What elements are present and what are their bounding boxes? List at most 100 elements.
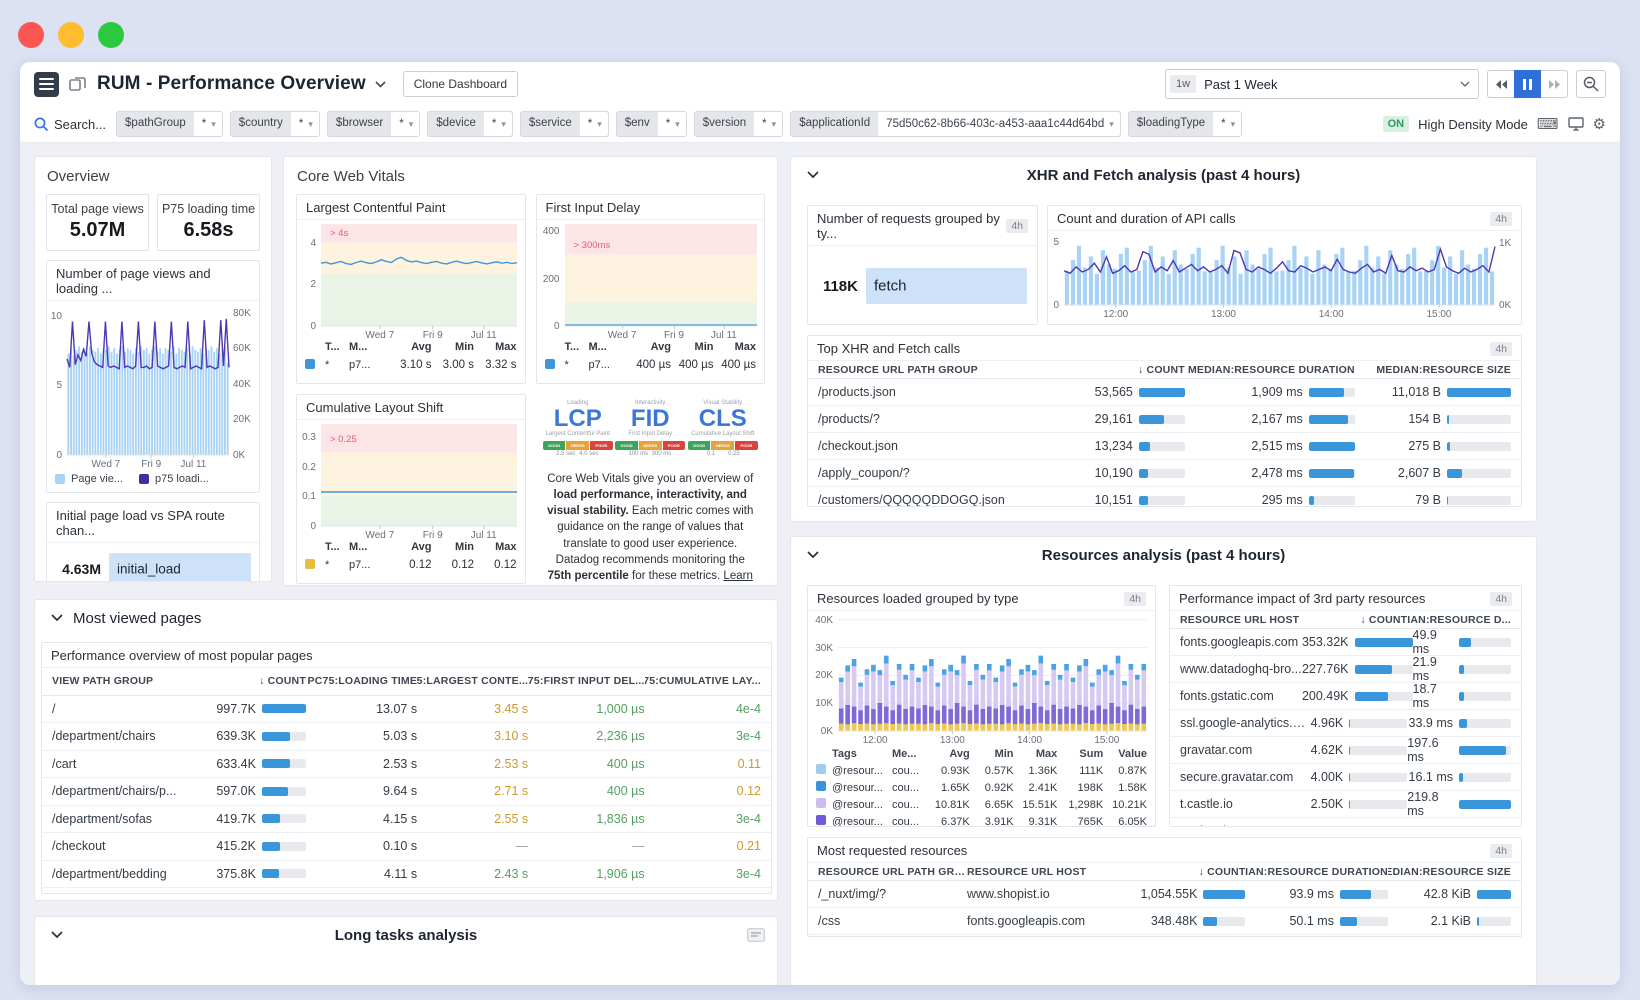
api-calls-chart[interactable]: 050K1K12:0013:0014:0015:00 <box>1048 231 1521 319</box>
column-header[interactable]: MEDIAN:RESOURCE SIZE <box>1388 866 1511 878</box>
template-variable-pill[interactable]: $loadingType*▾ <box>1128 111 1242 137</box>
table-row[interactable]: static.zdassets.com2.50K20.0 ms <box>1170 818 1521 827</box>
column-header[interactable]: ↓ COUNT <box>1049 364 1185 376</box>
column-header[interactable]: Max <box>1014 748 1058 760</box>
table-row[interactable]: /_nuxt/img/?www.shopist.io1,054.55K93.9 … <box>808 881 1521 908</box>
stat-p75-loading-time[interactable]: P75 loading time 6.58s <box>157 194 260 251</box>
series-swatch[interactable] <box>816 815 826 825</box>
column-header[interactable]: PC75:CUMULATIVE LAY... <box>645 675 761 687</box>
table-row[interactable]: fonts.googleapis.com353.32K49.9 ms <box>1170 629 1521 656</box>
column-header[interactable]: Avg <box>926 748 970 760</box>
pause-button[interactable] <box>1514 70 1541 98</box>
legend-label[interactable]: p75 loadi... <box>155 473 209 485</box>
traffic-light-zoom[interactable] <box>98 22 124 48</box>
traffic-light-close[interactable] <box>18 22 44 48</box>
column-header[interactable]: VIEW PATH GROUP <box>52 675 195 687</box>
table-row[interactable]: /products.json53,5651,909 ms11,018 B <box>808 379 1521 406</box>
collapse-chevron-icon[interactable] <box>807 551 819 559</box>
column-header[interactable]: PC75:LOADING TIME <box>306 675 417 687</box>
table-row[interactable]: fonts.gstatic.com200.49K18.7 ms <box>1170 683 1521 710</box>
table-row[interactable]: /department/chairs639.3K5.03 s3.10 s2,23… <box>42 723 771 751</box>
table-row[interactable]: @resour...cou...0.93K0.57K1.36K111K0.87K <box>808 762 1155 779</box>
collapse-chevron-icon[interactable] <box>807 171 819 179</box>
table-row[interactable]: /cssfonts.googleapis.com348.48K50.1 ms2.… <box>808 908 1521 935</box>
stats-row[interactable]: *p7...0.120.120.12 <box>305 556 517 574</box>
pageviews-chart[interactable]: 05100K20K40K60K80KWed 7Fri 9Jul 11 <box>47 301 259 471</box>
template-variable-pill[interactable]: $version*▾ <box>694 111 783 137</box>
zoom-out-button[interactable] <box>1576 70 1606 98</box>
table-row[interactable]: @resour...cou...1.65K0.92K2.41K198K1.58K <box>808 779 1155 796</box>
table-row[interactable]: /department/bedding375.8K4.11 s2.43 s1,9… <box>42 861 771 889</box>
clone-dashboard-button[interactable]: Clone Dashboard <box>403 71 518 97</box>
collapse-chevron-icon[interactable] <box>51 614 63 622</box>
time-range-picker[interactable]: 1w Past 1 Week <box>1165 69 1479 99</box>
title-caret-icon[interactable] <box>375 81 386 88</box>
initial-load-row[interactable]: 4.63M initial_load <box>55 553 251 582</box>
high-density-toggle[interactable]: ON <box>1383 116 1410 132</box>
table-row[interactable]: /customers/QQQQQDDOGQ.json10,151295 ms79… <box>808 487 1521 507</box>
dashboard-list-icon[interactable] <box>34 72 59 97</box>
column-header[interactable]: Value <box>1103 748 1147 760</box>
screen-icon[interactable] <box>1568 117 1584 131</box>
table-row[interactable]: /products/?29,1612,167 ms154 B <box>808 406 1521 433</box>
column-header[interactable]: PC75:LARGEST CONTE... <box>417 675 528 687</box>
fetch-row[interactable]: 118K fetch <box>818 268 1027 304</box>
table-row[interactable]: ssl.google-analytics.c...4.96K33.9 ms <box>1170 710 1521 737</box>
template-variable-pill[interactable]: $applicationId75d50c62-8b66-403c-a453-aa… <box>790 111 1121 137</box>
stat-total-page-views[interactable]: Total page views 5.07M <box>46 194 149 251</box>
template-variable-pill[interactable]: $country*▾ <box>230 111 320 137</box>
column-header[interactable]: ↓ COUNT <box>195 675 306 687</box>
lcp-chart[interactable]: 024Wed 7Fri 9Jul 11> 4s <box>297 220 525 340</box>
column-header[interactable]: Tags <box>832 748 892 760</box>
legend-swatch[interactable] <box>55 474 65 484</box>
column-header[interactable]: Me... <box>892 748 926 760</box>
column-header[interactable]: MEDIAN:RESOURCE D... <box>1407 614 1511 626</box>
series-swatch[interactable] <box>816 781 826 791</box>
stats-row[interactable]: *p7...3.10 s3.00 s3.32 s <box>305 356 517 374</box>
settings-gear-icon[interactable]: ⚙ <box>1593 117 1606 132</box>
stats-row[interactable]: *p7...400 µs400 µs400 µs <box>545 356 757 374</box>
keyboard-icon[interactable]: ⌨ <box>1537 117 1559 132</box>
table-row[interactable]: @resour...cou...6.37K3.91K9.31K765K6.05K <box>808 813 1155 827</box>
fid-chart[interactable]: 0200400Wed 7Fri 9Jul 11> 300ms <box>537 220 765 340</box>
template-variable-pill[interactable]: $device*▾ <box>427 111 513 137</box>
column-header[interactable]: PC75:FIRST INPUT DEL... <box>528 675 644 687</box>
table-row[interactable]: @resour...cou...10.81K6.65K15.51K1,298K1… <box>808 796 1155 813</box>
table-row[interactable]: gravatar.com4.62K197.6 ms <box>1170 737 1521 764</box>
legend-swatch[interactable] <box>139 474 149 484</box>
column-header[interactable]: MEDIAN:RESOURCE DURATION <box>1185 364 1355 376</box>
column-header[interactable]: RESOURCE URL PATH GROUP <box>818 866 967 878</box>
column-header[interactable]: ↓ COUNT <box>1308 614 1407 626</box>
table-row[interactable]: /cart633.4K2.53 s2.53 s400 µs0.11 <box>42 751 771 779</box>
column-header[interactable]: RESOURCE URL HOST <box>1180 614 1308 626</box>
collapse-chevron-icon[interactable] <box>51 931 63 939</box>
column-header[interactable]: Sum <box>1057 748 1103 760</box>
table-row[interactable]: /997.7K13.07 s3.45 s1,000 µs4e-4 <box>42 696 771 724</box>
column-header[interactable]: RESOURCE URL HOST <box>967 866 1122 878</box>
table-row[interactable]: /department/bedding352.3K9.76 s2.68 s400… <box>42 888 771 894</box>
traffic-light-minimize[interactable] <box>58 22 84 48</box>
table-row[interactable]: /department/sofas419.7K4.15 s2.55 s1,836… <box>42 806 771 834</box>
column-header[interactable]: Min <box>970 748 1014 760</box>
template-variable-pill[interactable]: $service*▾ <box>520 111 609 137</box>
table-row[interactable]: /apply_coupon/?10,1902,478 ms2,607 B <box>808 460 1521 487</box>
template-variable-pill[interactable]: $env*▾ <box>616 111 687 137</box>
time-backward-button[interactable] <box>1487 70 1514 98</box>
series-swatch[interactable] <box>816 798 826 808</box>
column-header[interactable]: ↓ COUNT <box>1122 866 1245 878</box>
column-header[interactable]: MEDIAN:RESOURCE DURATION <box>1245 866 1387 878</box>
legend-label[interactable]: Page vie... <box>71 473 123 485</box>
table-row[interactable]: /checkout415.2K0.10 s——0.21 <box>42 833 771 861</box>
column-header[interactable]: RESOURCE URL PATH GROUP <box>818 364 1049 376</box>
resources-loaded-chart[interactable]: 0K10K20K30K40K12:0013:0014:0015:00 <box>808 611 1155 745</box>
cls-chart[interactable]: 00.10.20.3Wed 7Fri 9Jul 11> 0.25 <box>297 420 525 540</box>
template-variable-pill[interactable]: $pathGroup*▾ <box>116 111 223 137</box>
table-row[interactable]: t.castle.io2.50K219.8 ms <box>1170 791 1521 818</box>
table-row[interactable]: www.datadoghq-bro...227.76K21.9 ms <box>1170 656 1521 683</box>
column-header[interactable]: MEDIAN:RESOURCE SIZE <box>1355 364 1511 376</box>
search-button[interactable]: Search... <box>34 117 106 132</box>
panel-options-icon[interactable] <box>747 928 765 942</box>
table-row[interactable]: secure.gravatar.com4.00K16.1 ms <box>1170 764 1521 791</box>
table-row[interactable]: /department/chairs/p...597.0K9.64 s2.71 … <box>42 778 771 806</box>
series-swatch[interactable] <box>816 764 826 774</box>
